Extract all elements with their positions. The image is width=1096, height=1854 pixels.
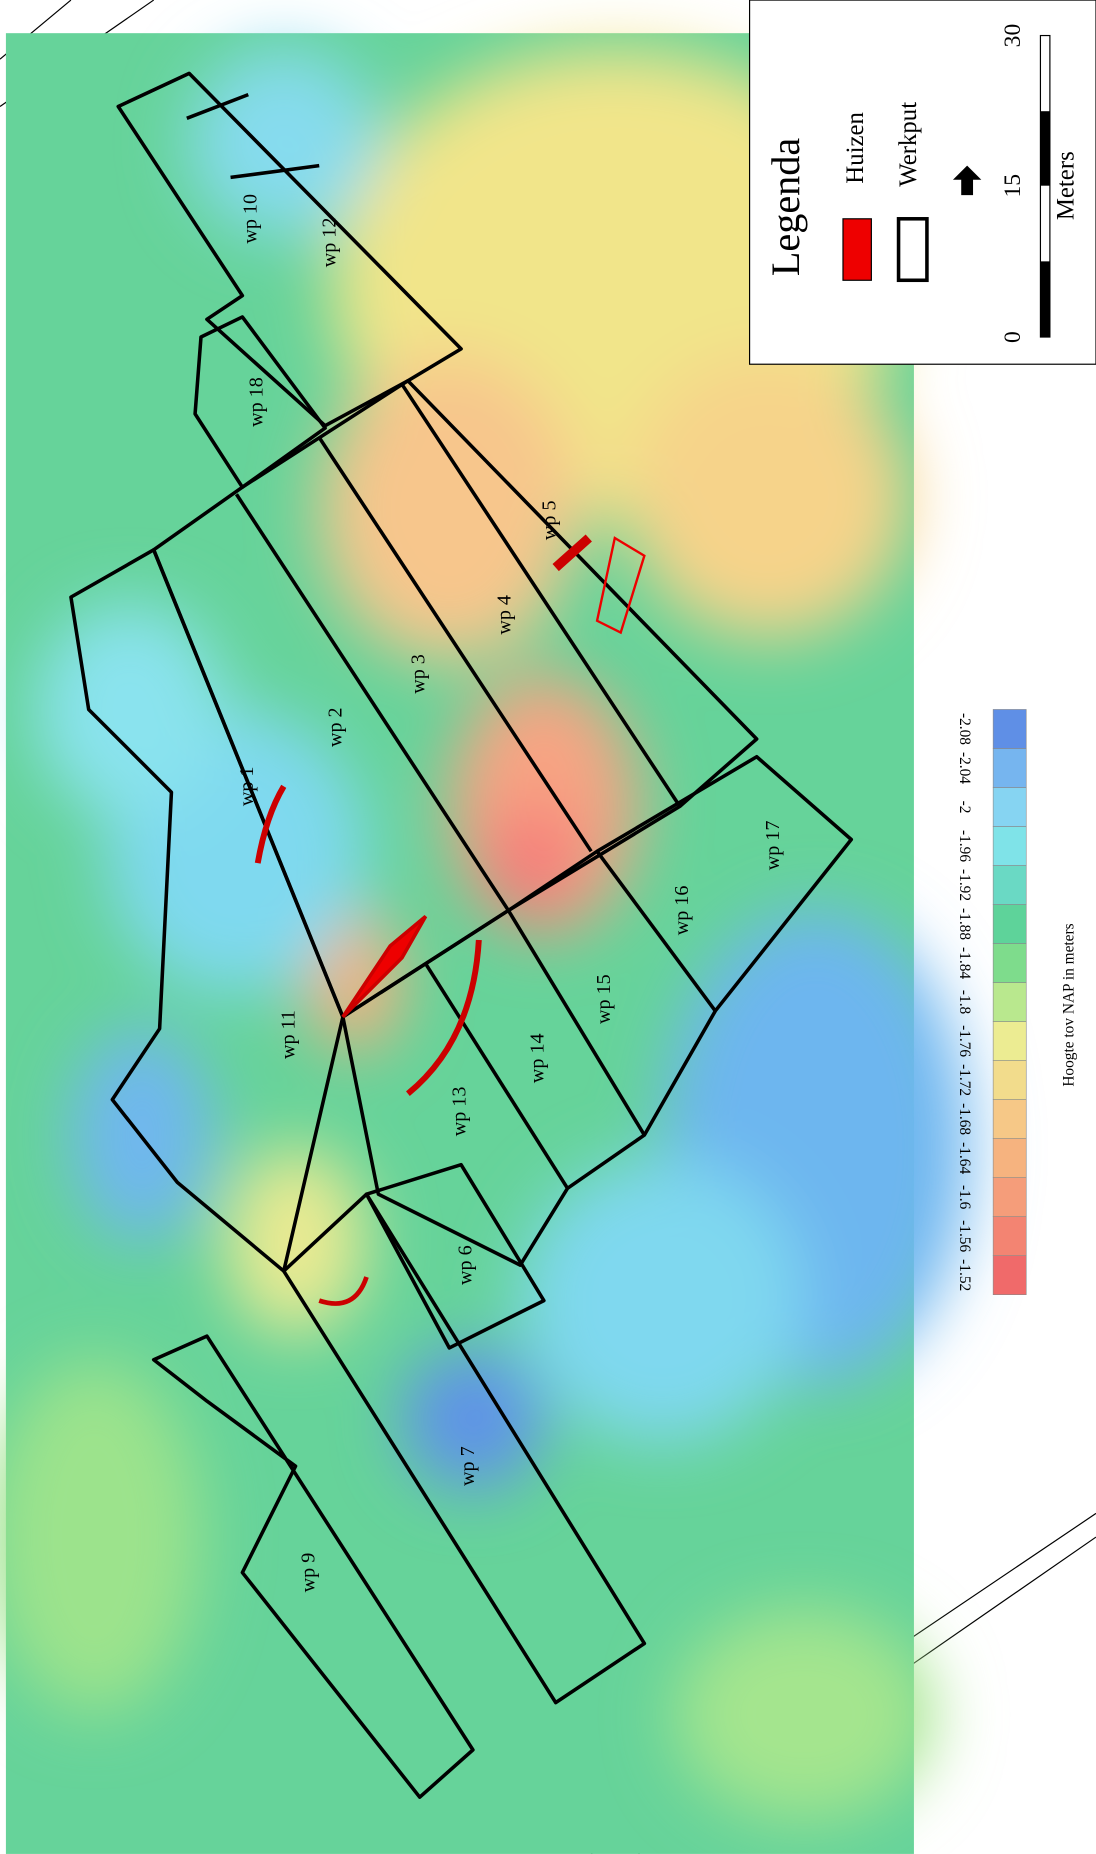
colorbar-segment [993,1061,1026,1100]
colorbar-label: -1.52 [956,1259,973,1291]
werkput-label: wp 2 [325,707,347,747]
werkput-label: wp 1 [236,767,258,807]
scale-tick-label: 15 [1000,174,1026,198]
legend-huizen-swatch [843,219,871,280]
map: -1.52 -1.56 -1.6 -1.64 -1.68 -1.72 -1.76 -1.8 -1… [0,0,1096,1854]
colorbar-title: Hoogte tov NAP in meters [1061,923,1078,1086]
colorbar-segment [993,709,1026,748]
colorbar-label: -1.84 [956,947,973,979]
werkput-label: wp 4 [494,595,516,635]
werkput-label: wp 12 [319,218,341,268]
colorbar-segment [993,1178,1026,1217]
scale-bar [1040,36,1049,337]
werkput-label: wp 17 [762,821,784,871]
colorbar-segment [993,905,1026,944]
colorbar: -1.52 -1.56 -1.6 -1.64 -1.68 -1.72 -1.76 -1.8 -1… [956,709,1026,1294]
colorbar-segment [993,1022,1026,1061]
colorbar-label: -1.56 [956,1220,973,1252]
legend-item: Werkput [895,102,922,187]
colorbar-label: -1.64 [956,1142,973,1174]
colorbar-segment [993,983,1026,1022]
scale-unit: Meters [1052,151,1079,220]
werkput-label: wp 5 [539,500,561,540]
colorbar-label: -2 [956,801,973,814]
werkput-label: wp 11 [277,1010,299,1059]
colorbar-segment [993,944,1026,983]
werkput-label: wp 18 [245,377,267,427]
colorbar-label: -1.76 [956,1025,973,1057]
werkput-label: wp 13 [449,1087,471,1137]
werkput-label: wp 14 [527,1033,549,1083]
werkput-label: wp 15 [593,974,615,1024]
colorbar-label: -1.96 [956,830,973,862]
colorbar-label: -2.08 [956,713,973,745]
colorbar-segment [993,787,1026,826]
werkput-label: wp 16 [671,886,693,936]
page: {"werkputten": ["wp 10", "wp 12", "wp 18… [0,0,1096,1854]
colorbar-label: -1.92 [956,869,973,901]
scale-tick-label: 0 [1000,331,1026,343]
colorbar-segment [993,1139,1026,1178]
colorbar-label: -1.8 [956,990,973,1015]
colorbar-segment [993,1100,1026,1139]
scale-tick-label: 30 [1000,24,1026,48]
colorbar-label: -1.72 [956,1064,973,1096]
colorbar-segment [993,748,1026,787]
werkput-label: wp 7 [457,1446,479,1486]
colorbar-segment [993,827,1026,866]
colorbar-segment [993,1217,1026,1256]
legend-werkput-swatch [899,219,927,280]
colorbar-segment [993,866,1026,905]
werkput-label: wp 6 [455,1245,477,1285]
colorbar-label: -1.88 [956,908,973,940]
colorbar-label: -2.04 [956,752,973,784]
werkput-label: wp 10 [239,194,261,244]
colorbar-label: -1.68 [956,1103,973,1135]
werkput-label: wp 3 [407,654,429,694]
werkput-label: wp 9 [297,1553,319,1593]
colorbar-label: -1.6 [956,1185,973,1210]
legend-item: Huizen [842,111,869,183]
colorbar-segment [993,1256,1026,1295]
legend-title: Legenda [763,138,808,277]
